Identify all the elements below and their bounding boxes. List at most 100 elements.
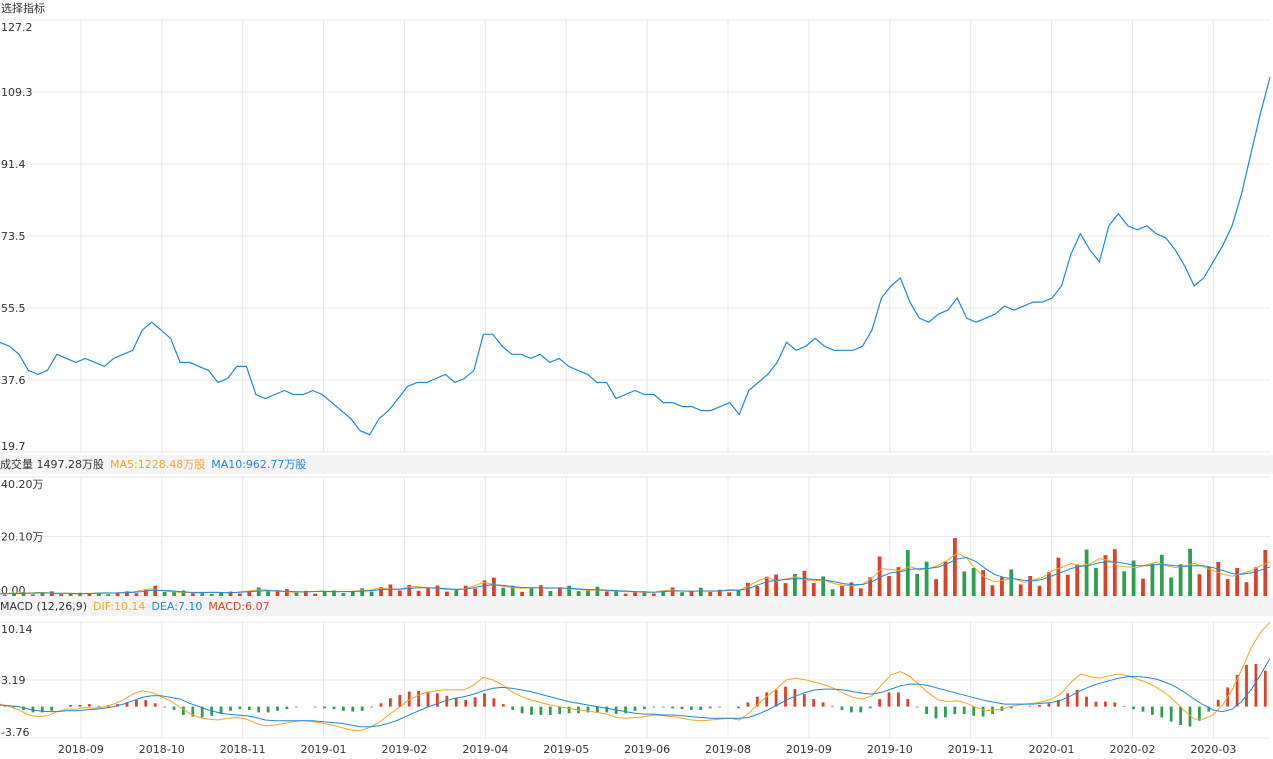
macd-histogram-bar <box>219 706 223 715</box>
volume-bar <box>125 591 129 596</box>
volume-legend-value: 成交量 1497.28万股 <box>0 458 104 471</box>
macd-legend-macd: MACD:6.07 <box>208 600 270 613</box>
volume-bar <box>1018 584 1023 596</box>
macd-histogram-bar <box>520 706 524 714</box>
volume-bar <box>586 589 590 596</box>
macd-histogram-bar <box>153 703 157 707</box>
macd-histogram-bar <box>50 706 54 711</box>
volume-bar <box>1235 567 1239 596</box>
price-y-tick: 127.2 <box>1 21 33 34</box>
volume-bar <box>1141 578 1145 596</box>
macd-histogram-bar <box>417 690 420 707</box>
volume-bar <box>407 584 412 596</box>
macd-histogram-bar <box>1198 706 1201 721</box>
volume-legend-ma10: MA10:962.77万股 <box>211 458 307 471</box>
volume-bar <box>115 593 120 596</box>
volume-bar <box>934 579 938 596</box>
volume-bar <box>689 590 694 596</box>
macd-histogram-bar <box>765 692 769 707</box>
macd-histogram-bar <box>802 694 806 707</box>
volume-bar <box>548 591 553 596</box>
macd-histogram-bar <box>229 706 232 711</box>
macd-histogram-bar <box>1038 705 1041 707</box>
volume-bar <box>162 592 167 596</box>
macd-histogram-bar <box>342 706 345 711</box>
macd-histogram-bar <box>699 706 703 710</box>
macd-histogram-bar <box>492 698 496 707</box>
x-axis-label: 2018-10 <box>139 743 185 756</box>
x-axis-label: 2019-10 <box>867 743 913 756</box>
volume-bar <box>962 571 967 596</box>
volume-bar <box>1065 574 1070 596</box>
macd-histogram-bar <box>407 691 411 707</box>
macd-histogram-bar <box>454 698 458 707</box>
volume-bar <box>670 587 675 596</box>
macd-histogram-bar <box>69 705 72 707</box>
volume-bar <box>200 592 205 596</box>
volume-bar <box>736 590 741 596</box>
volume-bar <box>1084 549 1089 596</box>
volume-bar <box>303 590 308 596</box>
volume-bar <box>96 592 101 596</box>
x-axis-label: 2019-11 <box>948 743 994 756</box>
macd-histogram-bar <box>313 706 317 708</box>
macd-legend-dea: DEA:7.10 <box>151 600 203 613</box>
volume-bar <box>510 585 515 596</box>
volume-bar <box>275 590 280 596</box>
volume-bar <box>793 573 797 596</box>
macd-histogram-bar <box>266 706 270 713</box>
macd-histogram-bar <box>906 699 910 707</box>
macd-histogram-bar <box>247 706 251 710</box>
volume-bar <box>821 576 826 596</box>
macd-histogram-bar <box>831 705 834 707</box>
macd-histogram-bar <box>1066 693 1070 707</box>
volume-bar <box>1056 557 1061 596</box>
volume-bar <box>1131 560 1136 596</box>
price-y-tick: 109.3 <box>1 86 33 99</box>
volume-bar <box>990 585 995 596</box>
volume-ma10-line <box>0 556 1271 595</box>
volume-bar <box>435 585 440 596</box>
macd-histogram-bar <box>934 706 938 719</box>
volume-bar <box>1103 555 1108 596</box>
macd-histogram-bar <box>78 705 82 707</box>
volume-bar <box>520 591 524 596</box>
macd-histogram-bar <box>483 693 486 707</box>
volume-bar <box>699 587 703 596</box>
macd-histogram-bar <box>1056 699 1060 707</box>
volume-bar <box>1037 585 1042 596</box>
price-y-tick: 55.5 <box>1 302 26 315</box>
volume-bar <box>313 593 318 596</box>
volume-bar <box>285 589 289 596</box>
volume-bar <box>802 570 807 596</box>
volume-bar <box>78 592 82 596</box>
volume-ma5-line <box>0 552 1271 595</box>
price-y-tick: 19.7 <box>1 440 26 453</box>
price-line <box>0 76 1271 436</box>
macd-histogram-bar <box>671 706 674 709</box>
x-axis-label: 2018-11 <box>220 743 266 756</box>
volume-bar <box>49 591 54 596</box>
macd-histogram-bar <box>12 706 16 708</box>
volume-bar <box>143 589 148 596</box>
macd-histogram-bar <box>1263 670 1267 707</box>
macd-legend-title: MACD (12,26,9) <box>0 600 88 613</box>
select-indicator-label[interactable]: 选择指标 <box>1 2 45 15</box>
macd-histogram-bar <box>1235 674 1239 707</box>
x-axis-label: 2019-01 <box>301 743 347 756</box>
macd-histogram-bar <box>1047 703 1051 707</box>
volume-bar <box>1207 566 1211 596</box>
macd-histogram-bar <box>981 706 985 717</box>
macd-histogram-bar <box>596 706 599 713</box>
macd-histogram-bar <box>812 699 816 707</box>
volume-bar <box>397 590 402 596</box>
volume-bar <box>266 591 270 596</box>
volume-bar <box>360 588 365 596</box>
volume-bar <box>1169 577 1174 596</box>
macd-histogram-bar <box>3 705 7 707</box>
macd-histogram-bar <box>511 706 515 710</box>
volume-bar <box>1009 569 1014 596</box>
volume-bar <box>764 576 769 596</box>
volume-bar <box>1000 577 1004 596</box>
